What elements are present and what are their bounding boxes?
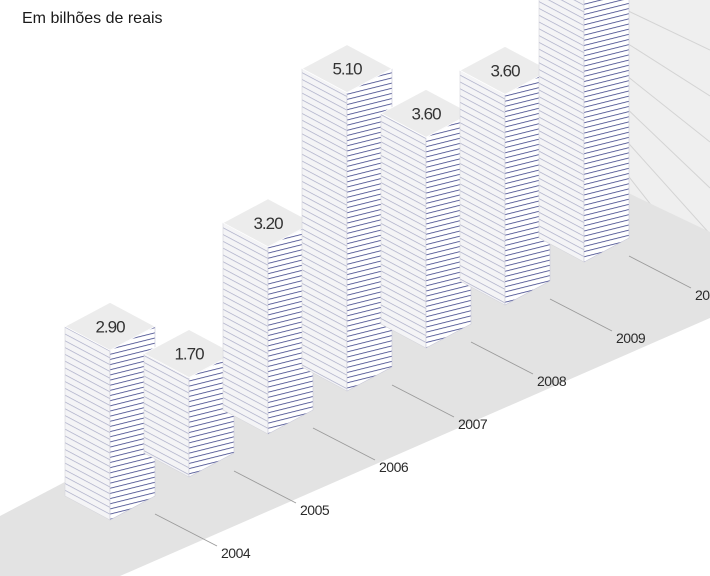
- bar-front-face: [301, 68, 348, 392]
- year-label: 2008: [537, 373, 567, 389]
- year-label: 20: [695, 287, 710, 303]
- bar-front-face: [459, 69, 506, 306]
- wall-gridline: [621, 103, 710, 189]
- chart-subtitle: Em bilhões de reais: [22, 10, 163, 27]
- bar-value-label: 3.20: [253, 214, 283, 233]
- bar-front-face: [222, 222, 269, 435]
- year-label: 2007: [458, 416, 488, 432]
- bar-front-face: [380, 112, 427, 349]
- year-leader-line: [312, 427, 376, 461]
- bar-value-label: 1.70: [174, 345, 204, 364]
- bar-value-label: 3.60: [490, 61, 520, 80]
- bar-value-label: 2.90: [95, 317, 125, 336]
- year-leader-line: [391, 384, 455, 418]
- bar-front-face: [64, 325, 111, 521]
- year-leader-line: [233, 470, 297, 504]
- bar-value-label: 5.10: [332, 60, 362, 79]
- year-label: 2006: [379, 459, 409, 475]
- year-label: 2009: [616, 330, 646, 346]
- wall-gridline: [621, 39, 710, 97]
- bar-side-face: [583, 0, 630, 263]
- year-label: 2005: [300, 502, 330, 518]
- bar-20: 205.03: [538, 0, 710, 303]
- year-leader-line: [470, 341, 534, 375]
- year-leader-line: [549, 298, 613, 332]
- wall-gridline: [621, 135, 710, 235]
- wall-gridline: [621, 7, 710, 51]
- year-leader-line: [628, 255, 692, 289]
- wall-gridline: [621, 71, 710, 143]
- bar-top-face: [301, 44, 393, 94]
- bar-value-label: 3.60: [411, 104, 441, 123]
- year-leader-line: [154, 513, 218, 547]
- bar-front-face: [538, 0, 585, 263]
- bar-top-face: [64, 301, 156, 351]
- year-label: 2004: [221, 545, 251, 561]
